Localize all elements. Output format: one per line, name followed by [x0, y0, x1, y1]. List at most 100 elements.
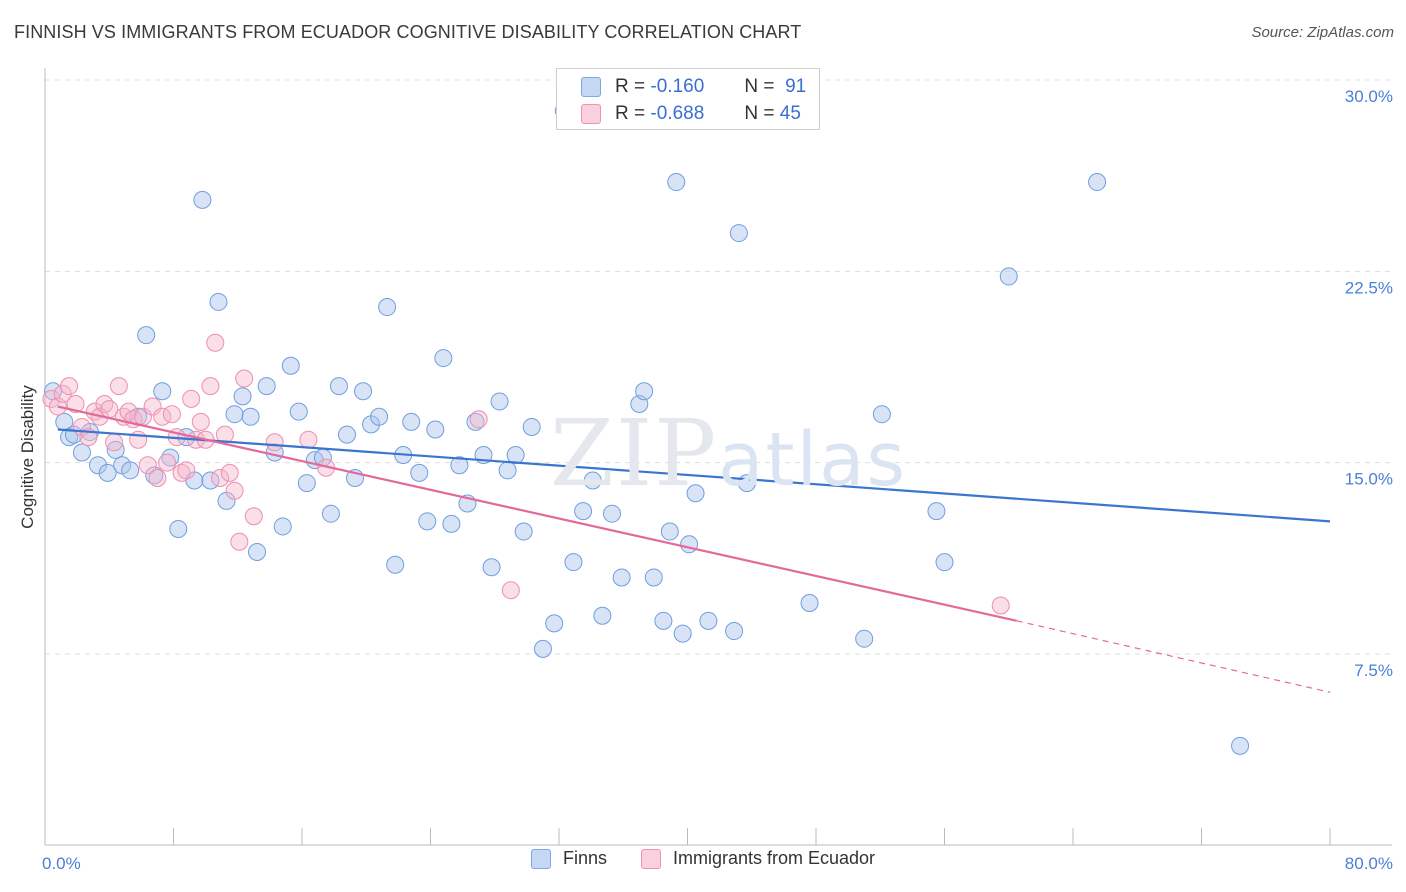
ecuador-point: [172, 463, 191, 482]
finns-trend-line: [57, 428, 1331, 523]
ecuador-point: [158, 453, 177, 472]
ecuador-points: [42, 333, 1010, 615]
finns-point: [418, 512, 437, 531]
ecuador-point: [129, 430, 148, 449]
ecuador-point: [66, 394, 85, 413]
source-credit: Source: ZipAtlas.com: [1251, 24, 1394, 41]
finns-point: [248, 542, 267, 561]
ecuador-point: [95, 394, 114, 413]
legend-n-value: 45: [779, 103, 801, 124]
finns-point: [635, 382, 654, 401]
finns-point: [654, 611, 673, 630]
finns-point: [442, 514, 461, 533]
finns-point: [354, 382, 373, 401]
ecuador-point: [191, 412, 210, 431]
ecuador-point: [220, 463, 239, 482]
finns-point: [506, 446, 525, 465]
trend-lines: [57, 405, 1331, 693]
finns-point: [273, 517, 292, 536]
ecuador-point: [299, 430, 318, 449]
gridlines: [45, 79, 1392, 655]
ecuador-point: [244, 507, 263, 526]
finns-point: [378, 298, 397, 317]
finns-point: [686, 484, 705, 503]
legend-row-finns: R = -0.160 N = 91: [581, 74, 806, 100]
finns-point: [410, 463, 429, 482]
finns-point: [60, 428, 79, 447]
ecuador-trend-extension: [1016, 620, 1331, 693]
legend-swatch-finns: [530, 848, 551, 869]
legend-label-finns: Finns: [562, 848, 607, 868]
finns-point: [729, 224, 748, 243]
y-tick-label: 15.0%: [1345, 470, 1393, 489]
legend-item-finns[interactable]: Finns: [530, 848, 607, 869]
x-tick-labels: 0.0% 80.0%: [42, 854, 1393, 873]
ecuador-point: [991, 596, 1010, 615]
ecuador-point: [501, 581, 520, 600]
finns-point: [225, 405, 244, 424]
finns-point: [583, 471, 602, 490]
ecuador-trend-line: [57, 405, 1018, 622]
finns-point: [289, 402, 308, 421]
finns-point: [161, 448, 180, 467]
finns-point: [106, 440, 125, 459]
finns-point: [426, 420, 445, 439]
legend-n-label: N =: [744, 76, 775, 97]
legend-label-ecuador: Immigrants from Ecuador: [672, 848, 876, 868]
legend-r-label: R =: [615, 76, 646, 97]
ecuador-point: [230, 532, 249, 551]
legend-item-ecuador[interactable]: Immigrants from Ecuador: [640, 848, 876, 869]
finns-point: [370, 407, 389, 426]
finns-point: [522, 417, 541, 436]
finns-point: [574, 502, 593, 521]
x-tick-label: 80.0%: [1345, 854, 1393, 873]
finns-point: [800, 593, 819, 612]
finns-point: [297, 474, 316, 493]
ecuador-point: [60, 377, 79, 396]
finns-point: [545, 614, 564, 633]
ecuador-point: [148, 468, 167, 487]
ecuador-point: [42, 389, 61, 408]
watermark: ZIPatlas: [550, 400, 907, 507]
finns-point: [498, 461, 517, 480]
finns-point: [98, 463, 117, 482]
legend-n-value: 91: [785, 76, 807, 97]
finns-point: [145, 466, 164, 485]
finns-point: [660, 522, 679, 541]
finns-point: [644, 568, 663, 587]
chart-title: FINNISH VS IMMIGRANTS FROM ECUADOR COGNI…: [14, 22, 802, 42]
finns-point: [386, 555, 405, 574]
y-tick-label: 22.5%: [1345, 278, 1393, 297]
finns-point: [137, 326, 156, 345]
finns-point: [450, 456, 469, 475]
finns-point: [169, 519, 188, 538]
ecuador-point: [105, 433, 124, 452]
watermark-atlas: atlas: [718, 417, 907, 503]
finns-point: [612, 568, 631, 587]
correlation-legend: R = -0.160 N = 91 R = -0.688 N = 45: [556, 68, 820, 130]
ecuador-point: [182, 389, 201, 408]
legend-swatch-ecuador: [581, 104, 601, 124]
axes: [44, 68, 1392, 846]
finns-point: [241, 407, 260, 426]
finns-point: [564, 553, 583, 572]
ecuador-point: [177, 461, 196, 480]
finns-point: [603, 504, 622, 523]
legend-swatch-ecuador: [640, 848, 661, 869]
finns-point: [490, 392, 509, 411]
ecuador-point: [138, 456, 157, 475]
finns-point: [673, 624, 692, 643]
finns-point: [89, 456, 108, 475]
finns-point: [667, 173, 686, 192]
ecuador-point: [235, 369, 254, 388]
finns-point: [434, 349, 453, 368]
finns-point: [281, 356, 300, 375]
finns-point: [1088, 173, 1107, 192]
finns-point: [533, 639, 552, 658]
legend-r-value: -0.160: [650, 76, 705, 97]
finns-point: [699, 611, 718, 630]
ecuador-point: [162, 405, 181, 424]
finns-point: [321, 504, 340, 523]
ecuador-point: [201, 377, 220, 396]
